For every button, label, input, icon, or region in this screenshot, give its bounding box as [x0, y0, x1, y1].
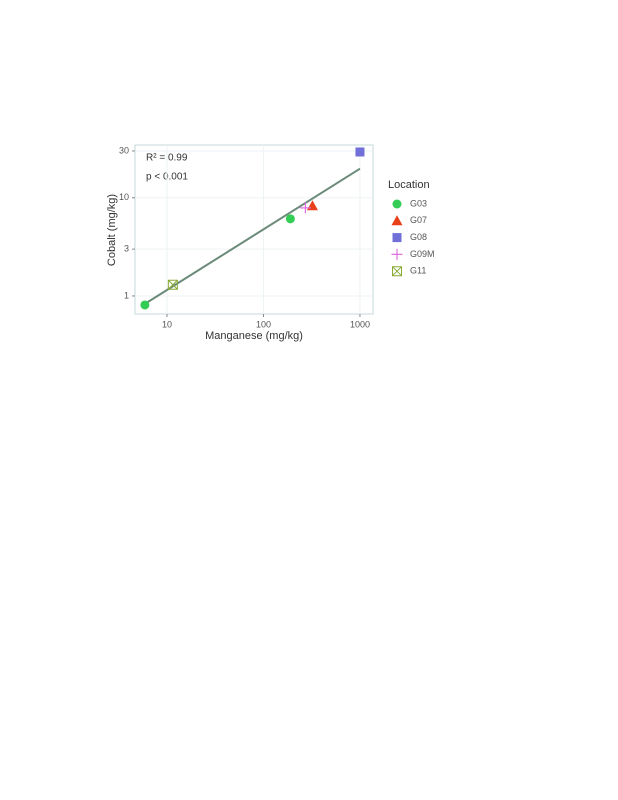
legend-marker — [391, 215, 403, 226]
y-axis-label: Cobalt (mg/kg) — [106, 194, 118, 266]
point — [285, 214, 295, 224]
legend-marker — [392, 199, 402, 209]
legend-marker — [391, 248, 403, 260]
chart: Manganese (mg/kg) Cobalt (mg/kg) R² = 0.… — [106, 144, 435, 342]
legend-label: G11 — [410, 266, 426, 276]
x-tick-label: 1000 — [350, 319, 370, 329]
legend-label: G07 — [410, 215, 427, 225]
legend-label: G03 — [410, 198, 427, 208]
x-tick-label: 100 — [256, 319, 271, 329]
x-axis-label: Manganese (mg/kg) — [205, 330, 303, 342]
point — [167, 279, 178, 290]
point — [355, 147, 365, 157]
y-tick-label: 10 — [119, 192, 129, 202]
x-tick-label: 10 — [162, 319, 172, 329]
point — [140, 300, 150, 310]
y-tick-label: 3 — [124, 243, 129, 253]
point — [299, 202, 311, 214]
y-tick-label: 1 — [124, 290, 129, 300]
legend-label: G09M — [410, 249, 435, 259]
legend-label: G08 — [410, 232, 427, 242]
legend-title: Location — [388, 179, 430, 191]
legend-marker — [392, 233, 402, 243]
legend-marker — [392, 266, 402, 277]
fit-line — [144, 167, 361, 305]
y-tick-label: 30 — [119, 145, 129, 155]
